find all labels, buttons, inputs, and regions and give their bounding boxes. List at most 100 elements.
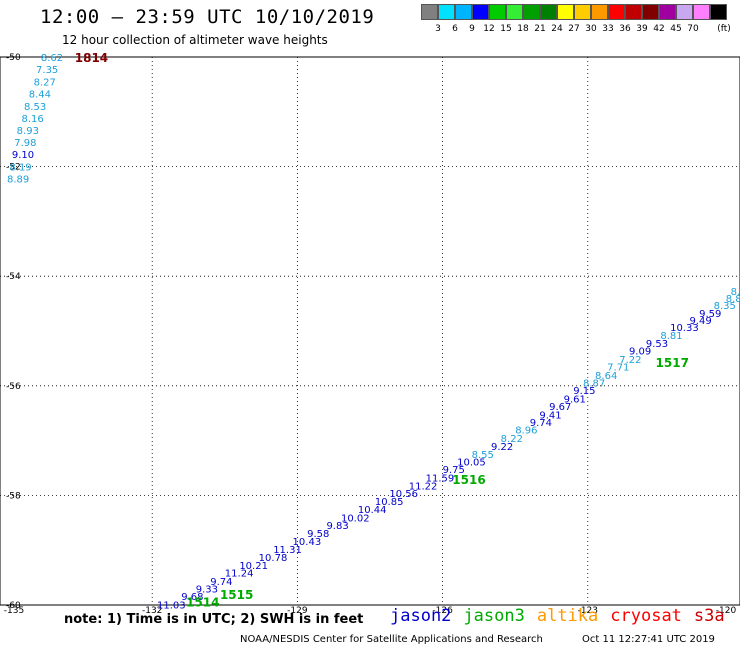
lat-tick-label: -52: [6, 163, 21, 173]
scale-label: 27: [568, 24, 580, 34]
swh-value-label: 9.15: [573, 386, 595, 397]
generation-timestamp: Oct 11 12:27:41 UTC 2019: [582, 634, 715, 645]
swh-value-label: 9.41: [539, 410, 561, 421]
swh-value-label: 8.93: [17, 126, 39, 137]
lon-tick-label: -135: [4, 606, 24, 616]
scale-swatch: [574, 4, 591, 20]
scale-label: 18: [517, 24, 529, 34]
swh-value-label: 7.71: [607, 363, 629, 374]
altimeter-track-values: 8.627.35 8.278.448.538.168.937.989.10 8.19…: [7, 53, 740, 611]
scale-label: 70: [687, 24, 699, 34]
lon-tick-label: -120: [716, 606, 737, 616]
lat-tick-label: -50: [6, 53, 21, 63]
swh-value-label: 8.64: [595, 371, 617, 382]
scale-swatch: [540, 4, 557, 20]
swh-value-label: 11.59: [426, 473, 455, 484]
swh-value-label: 8.8: [731, 287, 740, 298]
swh-value-label: 10.56: [389, 489, 418, 500]
swh-value-label: 8.19: [9, 163, 31, 174]
scale-label: 6: [452, 24, 458, 34]
scale-unit: (ft): [717, 24, 731, 34]
swh-value-label: 7.35: [36, 65, 58, 76]
lon-tick-label: -123: [578, 606, 598, 616]
lon-tick-label: -126: [432, 606, 453, 616]
pass-time-label: 1517: [656, 356, 689, 370]
scale-swatch: [591, 4, 608, 20]
swh-value-label: 10.44: [358, 505, 387, 516]
scale-label: 12: [483, 24, 495, 34]
satellite-legend-jason3: jason3: [463, 606, 525, 626]
swh-value-label: 9.33: [196, 585, 218, 596]
satellite-legend-altika: altika: [536, 606, 599, 626]
swh-value-label: 9.74: [530, 418, 552, 429]
scale-label: 15: [500, 24, 512, 34]
pass-time-label: 1514: [186, 595, 219, 609]
swh-value-label: 8.55: [472, 450, 494, 461]
swh-value-label: 11.03: [157, 600, 186, 611]
graticule-grid: [0, 57, 740, 605]
scale-label: 39: [636, 24, 648, 34]
satellite-legend-jason2: jason2: [390, 606, 452, 626]
longitude-tick-labels: -135 -132 -129 -126 -123 -120: [4, 606, 737, 616]
swh-value-label: 9.22: [491, 442, 513, 453]
scale-swatch: [659, 4, 676, 20]
swh-value-label: 9.59: [699, 309, 721, 320]
scale-label: 21: [534, 24, 546, 34]
swh-value-label: 9.10: [12, 150, 34, 161]
swh-value-label: 10.33: [670, 323, 699, 334]
scale-swatch: [710, 4, 727, 20]
scale-swatch: [506, 4, 523, 20]
map-subtitle: 12 hour collection of altimeter wave hei…: [62, 33, 328, 47]
scale-swatch: [523, 4, 540, 20]
footer-note: note: 1) Time is in UTC; 2) SWH is in fe…: [64, 612, 364, 627]
swh-value-label: 9.09: [629, 347, 651, 358]
swh-value-label: 8.96: [515, 426, 537, 437]
scale-label: 9: [469, 24, 475, 34]
swh-value-label: 10.43: [293, 537, 322, 548]
lat-tick-label: -54: [6, 272, 21, 282]
swh-value-label: 7.22: [619, 355, 641, 366]
swh-value-label: 9.74: [210, 577, 232, 588]
satellite-legend: jason2 jason3 altika cryosat s3a: [390, 606, 737, 626]
lon-tick-label: -129: [287, 606, 308, 616]
lat-tick-label: -58: [6, 491, 21, 501]
pass-time-label: 1515: [220, 588, 253, 602]
swh-value-label: 8.85: [726, 294, 740, 305]
swh-value-label: 8.87: [583, 379, 605, 390]
swh-value-label: 11.22: [409, 482, 438, 493]
swh-value-label: 7.98: [14, 138, 36, 149]
scale-label: 33: [602, 24, 614, 34]
swh-value-label: 11.31: [273, 545, 302, 556]
swh-value-label: 10.05: [457, 457, 486, 468]
scale-swatch: [676, 4, 693, 20]
plot-frame: [0, 56, 740, 606]
scale-label: 45: [670, 24, 682, 34]
pass-time-label: 1814: [75, 51, 108, 65]
swh-value-label: 10.85: [375, 497, 404, 508]
scale-swatch: [438, 4, 455, 20]
swh-value-label: 9.58: [307, 529, 329, 540]
swh-value-label: 11.24: [225, 569, 254, 580]
swh-value-label: 8.89: [7, 175, 29, 186]
scale-label: 3: [435, 24, 441, 34]
scale-swatch: [693, 4, 710, 20]
swh-value-label: 10.78: [259, 553, 288, 564]
map-title: 12:00 – 23:59 UTC 10/10/2019: [40, 6, 375, 28]
swh-value-label: 10.02: [341, 513, 370, 524]
satellite-legend-s3a: s3a: [693, 606, 725, 626]
scale-label: 30: [585, 24, 597, 34]
swh-value-label: 9.53: [646, 339, 668, 350]
scale-label: 24: [551, 24, 563, 34]
lat-tick-label: -60: [6, 601, 21, 611]
latitude-tick-labels: -50 -52 -54 -56 -58 -60: [6, 53, 21, 611]
scale-swatch: [557, 4, 574, 20]
lat-tick-label: -56: [6, 382, 21, 392]
scale-swatch: [472, 4, 489, 20]
satellite-legend-cryosat: cryosat: [610, 606, 682, 626]
scale-swatch: [625, 4, 642, 20]
swh-value-label: 8.53: [24, 102, 46, 113]
swh-value-label: 8.22: [501, 434, 523, 445]
scale-swatch: [608, 4, 625, 20]
